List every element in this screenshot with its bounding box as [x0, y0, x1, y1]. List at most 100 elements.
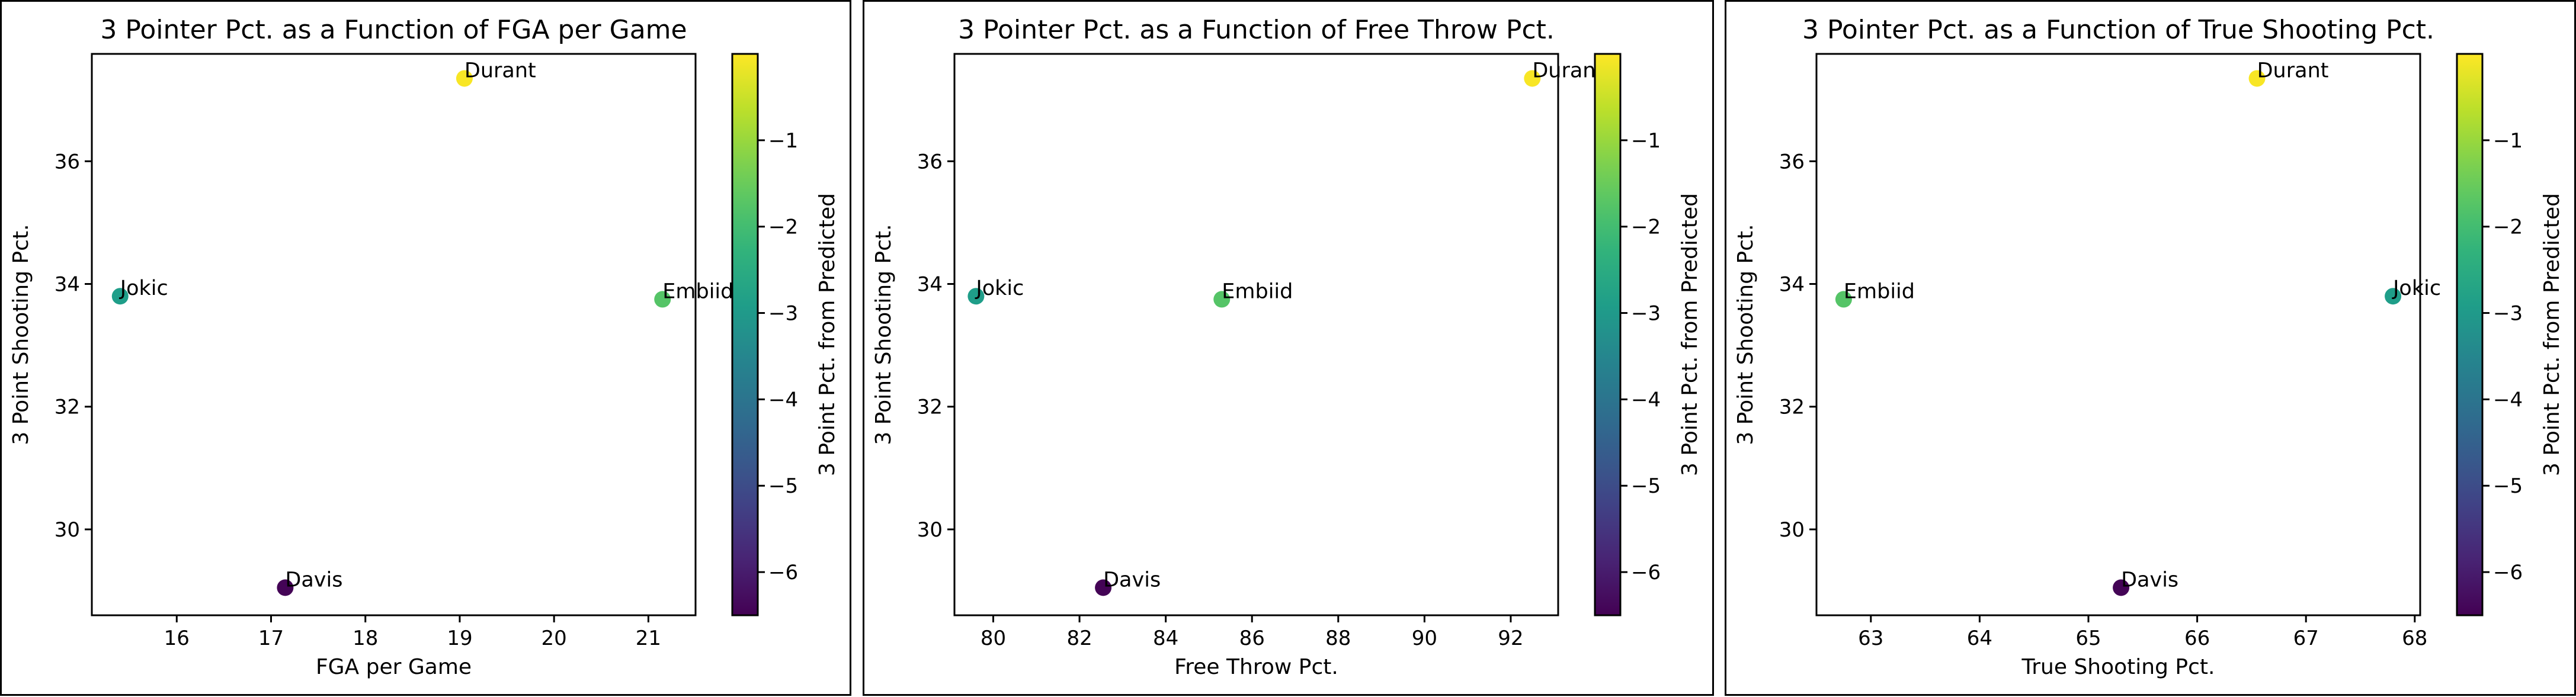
- data-point: [2113, 579, 2130, 596]
- y-axis-label: 3 Point Shooting Pct.: [1734, 224, 1758, 445]
- colorbar-tick-label: −2: [1631, 216, 1661, 239]
- point-label: Embiid: [1844, 280, 1915, 303]
- data-point: [2385, 288, 2402, 305]
- x-tick-label: 17: [258, 627, 284, 650]
- x-tick-label: 20: [542, 627, 567, 650]
- y-tick-label: 30: [917, 518, 943, 542]
- plot-area-frame: [91, 53, 697, 616]
- y-tick-label: 30: [1779, 518, 1805, 542]
- x-tick-label: 67: [2293, 627, 2319, 650]
- data-point: [2248, 70, 2266, 87]
- colorbar-tick-label: −1: [1631, 129, 1661, 153]
- y-tick-label: 32: [1779, 396, 1805, 419]
- x-axis-label: True Shooting Pct.: [2021, 655, 2215, 679]
- chart-panel-2: 3 Pointer Pct. as a Function of Free Thr…: [863, 0, 1714, 696]
- data-point: [967, 288, 985, 305]
- colorbar-frame: [2456, 53, 2484, 616]
- colorbar: [1595, 54, 1620, 615]
- x-tick-label: 16: [164, 627, 190, 650]
- chart-svg-1: 3 Pointer Pct. as a Function of FGA per …: [9, 15, 840, 679]
- colorbar-tick-label: −2: [2493, 216, 2523, 239]
- x-tick-label: 65: [2075, 627, 2101, 650]
- point-label: Embiid: [1222, 280, 1293, 303]
- colorbar-label: 3 Point Pct. from Predicted: [815, 193, 840, 476]
- colorbar-tick-label: −1: [2493, 129, 2523, 153]
- y-tick-label: 34: [917, 273, 943, 297]
- x-tick-label: 86: [1239, 627, 1265, 650]
- chart-title: 3 Pointer Pct. as a Function of Free Thr…: [958, 15, 1555, 45]
- y-tick-label: 30: [55, 518, 80, 542]
- chart-title: 3 Pointer Pct. as a Function of FGA per …: [100, 15, 687, 45]
- point-label: Jokic: [2392, 277, 2441, 300]
- chart-title: 3 Pointer Pct. as a Function of True Sho…: [1802, 15, 2434, 45]
- data-point: [1524, 70, 1541, 87]
- colorbar-tick-label: −3: [768, 302, 798, 326]
- x-tick-label: 18: [353, 627, 378, 650]
- data-point: [1095, 579, 1112, 596]
- colorbar-tick-label: −2: [768, 216, 798, 239]
- point-label: Durant: [2257, 59, 2329, 82]
- point-label: Durant: [1532, 59, 1604, 82]
- x-tick-label: 66: [2184, 627, 2210, 650]
- chart-panel-3: 3 Pointer Pct. as a Function of True Sho…: [1725, 0, 2576, 696]
- colorbar-tick-label: −5: [1631, 474, 1661, 498]
- x-tick-label: 63: [1858, 627, 1883, 650]
- point-label: Davis: [1103, 568, 1161, 592]
- data-point: [456, 70, 473, 87]
- x-tick-label: 19: [447, 627, 472, 650]
- y-tick-label: 34: [1779, 273, 1805, 297]
- data-point: [1213, 291, 1231, 308]
- x-axis-label: FGA per Game: [316, 655, 472, 679]
- chart-svg-2: 3 Pointer Pct. as a Function of Free Thr…: [872, 15, 1702, 679]
- x-tick-label: 92: [1498, 627, 1523, 650]
- data-point: [1835, 291, 1852, 308]
- colorbar: [732, 54, 758, 615]
- plot-area-frame: [1815, 53, 2421, 616]
- y-tick-label: 32: [55, 396, 80, 419]
- y-tick-label: 34: [55, 273, 80, 297]
- colorbar-tick-label: −1: [768, 129, 798, 153]
- x-tick-label: 21: [636, 627, 661, 650]
- data-point: [654, 291, 671, 308]
- point-label: Embiid: [662, 280, 733, 303]
- colorbar-frame: [1594, 53, 1622, 616]
- x-tick-label: 80: [981, 627, 1006, 650]
- colorbar-tick-label: −4: [768, 388, 798, 412]
- x-tick-label: 84: [1153, 627, 1178, 650]
- colorbar-tick-label: −3: [2493, 302, 2523, 326]
- x-tick-label: 82: [1066, 627, 1092, 650]
- y-tick-label: 36: [1779, 150, 1805, 174]
- point-label: Jokic: [975, 277, 1024, 300]
- colorbar-tick-label: −4: [2493, 388, 2523, 412]
- colorbar-tick-label: −6: [1631, 561, 1661, 584]
- x-tick-label: 64: [1967, 627, 1992, 650]
- colorbar-tick-label: −3: [1631, 302, 1661, 326]
- point-label: Davis: [285, 568, 342, 592]
- colorbar-label: 3 Point Pct. from Predicted: [2540, 193, 2564, 476]
- point-label: Jokic: [119, 277, 168, 300]
- y-tick-label: 32: [917, 396, 943, 419]
- plot-area-frame: [953, 53, 1559, 616]
- data-point: [277, 579, 294, 596]
- x-tick-label: 88: [1325, 627, 1351, 650]
- colorbar-tick-label: −6: [2493, 561, 2523, 584]
- colorbar: [2457, 54, 2482, 615]
- x-tick-label: 68: [2402, 627, 2427, 650]
- point-label: Davis: [2121, 568, 2178, 592]
- colorbar-tick-label: −4: [1631, 388, 1661, 412]
- chart-svg-3: 3 Pointer Pct. as a Function of True Sho…: [1734, 15, 2564, 679]
- y-tick-label: 36: [55, 150, 80, 174]
- y-axis-label: 3 Point Shooting Pct.: [9, 224, 33, 445]
- colorbar-tick-label: −5: [768, 474, 798, 498]
- data-point: [111, 288, 129, 305]
- colorbar-label: 3 Point Pct. from Predicted: [1678, 193, 1702, 476]
- y-axis-label: 3 Point Shooting Pct.: [872, 224, 896, 445]
- colorbar-tick-label: −5: [2493, 474, 2523, 498]
- chart-panel-1: 3 Pointer Pct. as a Function of FGA per …: [0, 0, 851, 696]
- colorbar-frame: [731, 53, 759, 616]
- x-axis-label: Free Throw Pct.: [1174, 655, 1338, 679]
- y-tick-label: 36: [917, 150, 943, 174]
- x-tick-label: 90: [1412, 627, 1437, 650]
- colorbar-tick-label: −6: [768, 561, 798, 584]
- point-label: Durant: [464, 59, 536, 82]
